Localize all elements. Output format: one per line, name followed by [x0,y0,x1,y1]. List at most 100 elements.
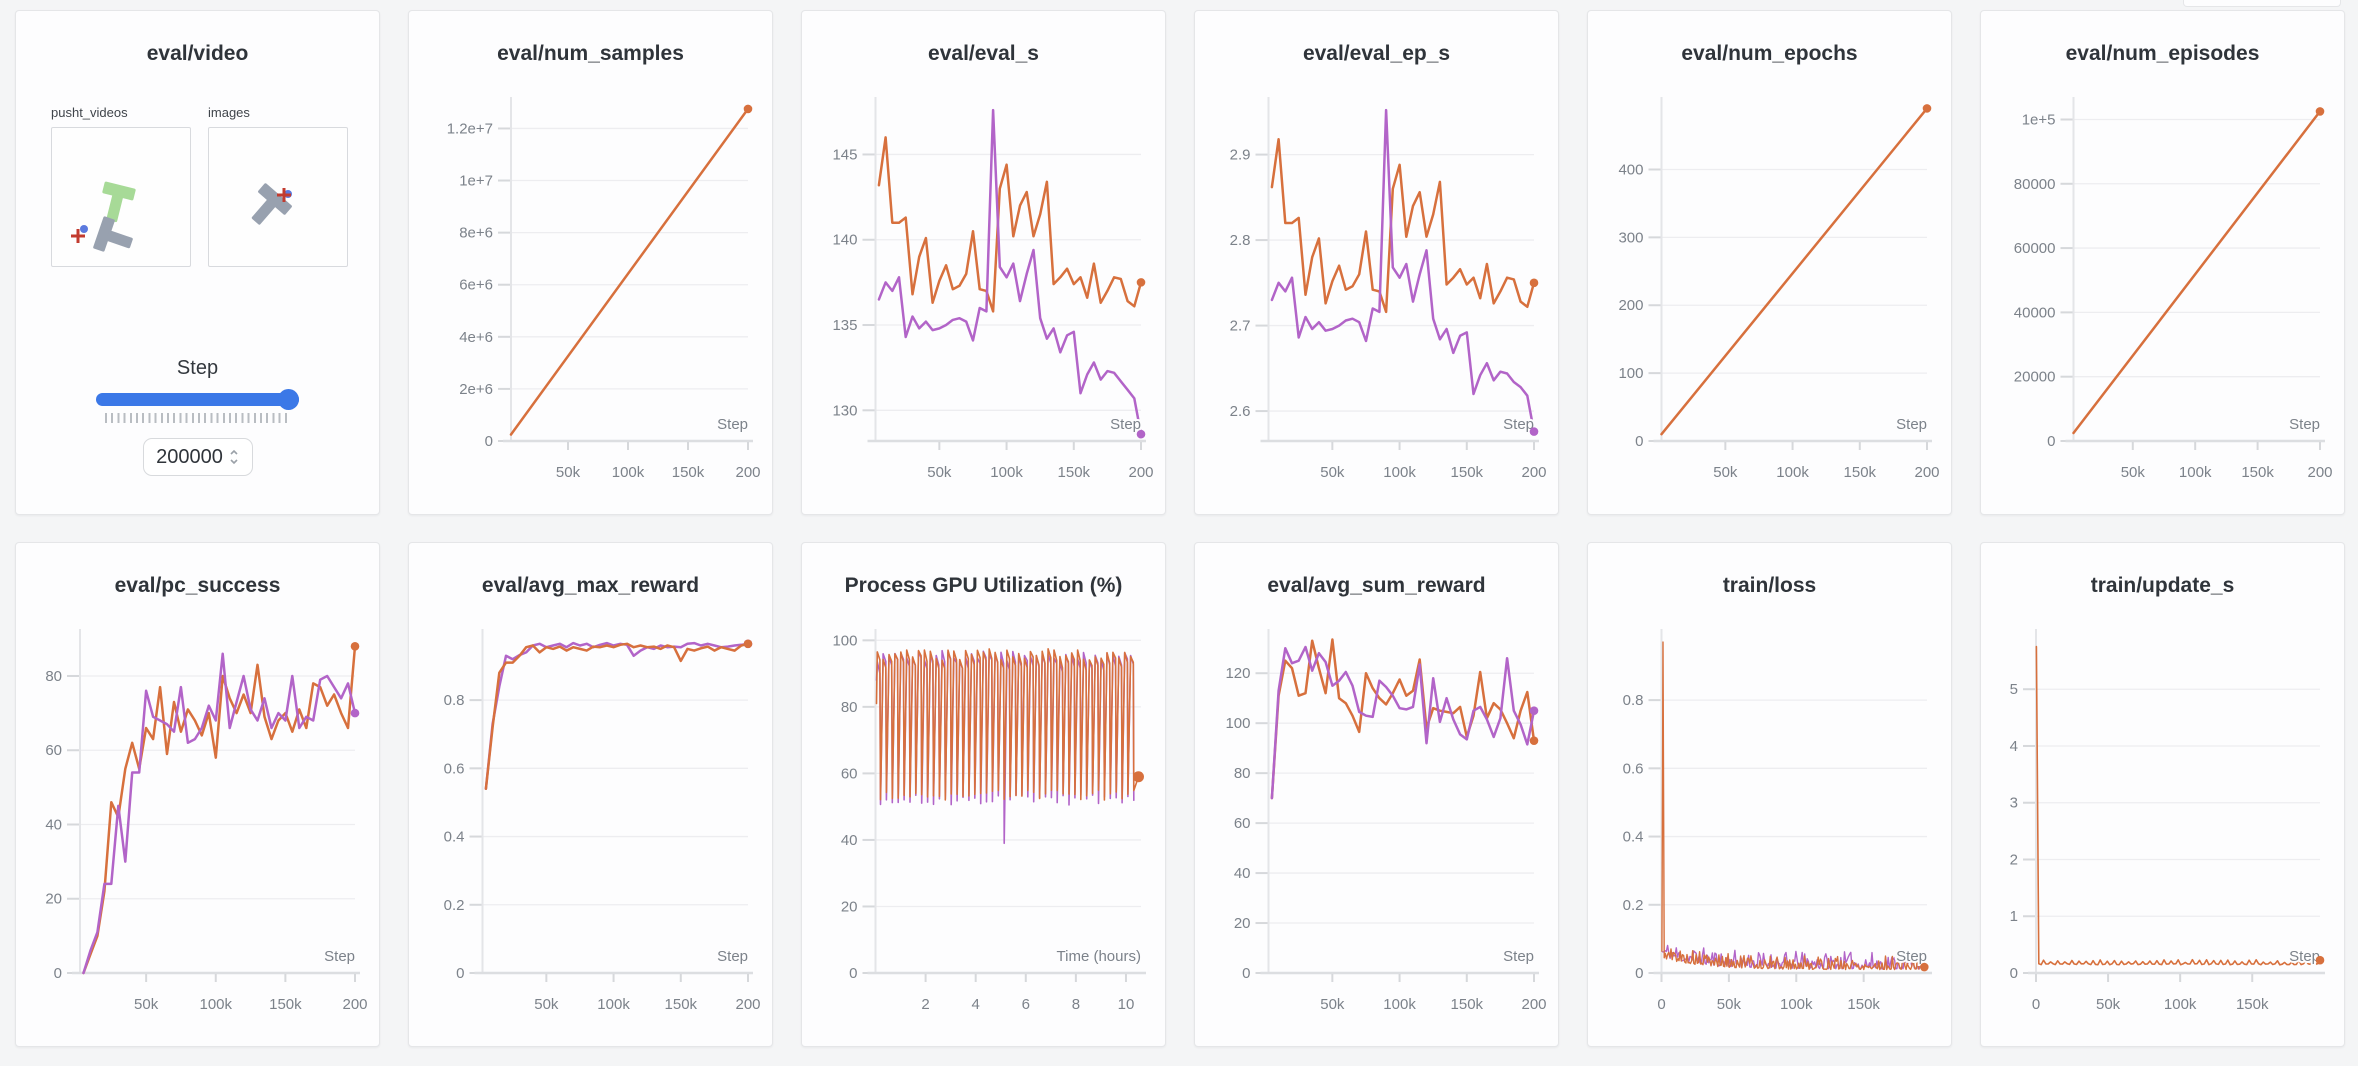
x-tick-label: 100k [990,464,1023,481]
train_update_s-chart-canvas[interactable]: 0 1 2 3 4 5 0 50k 100k 150k Step [1981,601,2345,1035]
x-axis-label: Step [2289,948,2320,965]
y-tick-label: 0.6 [1623,760,1644,777]
x-tick-label: 200 [2307,464,2332,481]
x-tick-label: 150k [1451,464,1484,481]
chart-panel-train_loss: train/loss 0 0.2 0.4 0.6 0.8 0 50k 100k 150k Step [1587,542,1952,1047]
x-tick-label: 100k [199,996,232,1013]
series-line-orange [1661,641,1925,971]
series-end-dot-orange [2315,955,2325,965]
pusht-image-icon [251,183,292,225]
series-end-dot-orange [1529,736,1539,745]
series-line-orange [875,648,1140,801]
y-tick-label: 20 [1234,915,1251,932]
media-label: images [208,105,250,120]
chart-title: eval/eval_s [928,42,1039,65]
chart-panel-num_epochs: eval/num_epochs 0 100 200 300 400 50k 100k 150k 2… [1587,10,1952,515]
series-end-dot-purple [1529,706,1539,715]
x-tick-label: 200 [735,996,760,1013]
chart-title: eval/num_epochs [1681,42,1858,65]
step-slider-thumb[interactable] [278,389,300,410]
x-axis-label: Step [1503,948,1534,965]
y-tick-label: 0 [1635,965,1643,982]
chart-title: eval/num_episodes [2065,42,2260,65]
series-line-purple [484,641,750,791]
series-line-orange [1270,137,1536,314]
step-value: 200000 [156,445,223,468]
step-slider-track[interactable] [96,393,299,406]
pc_success-chart-canvas[interactable]: 0 20 40 60 80 50k 100k 150k 200 Step [16,601,380,1035]
x-axis-label: Time (hours) [1057,948,1141,965]
media-item-images: images [208,105,348,267]
panel-title: eval/video [146,42,249,65]
x-tick-label: 50k [1717,996,1742,1013]
avg_sum_reward-chart-canvas[interactable]: 0 20 40 60 80 100 120 50k 100k 150k 200 Step [1195,601,1559,1035]
x-tick-label: 150k [1058,464,1091,481]
x-tick-label: 150k [1844,464,1877,481]
gpu_util-chart-canvas[interactable]: 0 20 40 60 80 100 2 4 6 8 10 Time (hours) [802,601,1166,1035]
x-tick-label: 200 [735,464,760,481]
x-tick-label: 100k [612,464,645,481]
x-tick-label: 100k [2164,996,2197,1013]
y-tick-label: 1.2e+7 [447,120,493,137]
series-end-dot-orange [1529,278,1539,288]
eval_ep_s-chart-canvas[interactable]: 2.6 2.7 2.8 2.9 50k 100k 150k 200 Step [1195,69,1559,503]
y-tick-label: 80 [1234,765,1251,782]
y-tick-label: 2e+6 [459,381,493,398]
step-input[interactable]: 200000 [142,438,253,476]
images-thumbnail[interactable] [208,127,348,267]
step-slider-label: Step [176,357,219,379]
y-tick-label: 60 [841,765,858,782]
step-slider[interactable] [96,389,300,410]
pusht-video-thumbnail[interactable] [51,127,191,267]
x-tick-label: 150k [269,996,302,1013]
chart-title: eval/eval_ep_s [1302,42,1451,65]
x-axis-label: Step [2289,416,2320,433]
x-tick-label: 0 [1657,996,1665,1013]
num_samples-chart-canvas[interactable]: 0 2e+6 4e+6 6e+6 8e+6 1e+7 1.2e+7 50k 100k 150k 20… [409,69,773,503]
x-tick-label: 100k [1383,996,1416,1013]
series-end-dot-purple [1136,429,1146,439]
series-end-dot-orange [1922,104,1932,113]
x-tick-label: 150k [672,464,705,481]
y-tick-label: 40 [45,816,62,833]
series-line-purple [1270,108,1536,433]
eval_s-chart-canvas[interactable]: 130 135 140 145 50k 100k 150k 200 Step [802,69,1166,503]
x-tick-label: 50k [134,996,159,1013]
chart-title: eval/num_samples [497,42,684,65]
x-tick-label: 6 [1022,996,1030,1013]
y-tick-label: 40000 [2014,304,2056,321]
x-tick-label: 100k [1776,464,1809,481]
y-tick-label: 4e+6 [459,329,493,346]
x-axis-label: Step [1110,416,1141,433]
x-tick-label: 150k [665,996,698,1013]
num_episodes-chart-canvas[interactable]: 0 20000 40000 60000 80000 1e+5 50k 100k 150k 200 S… [1981,69,2345,503]
y-tick-label: 6e+6 [459,277,493,294]
y-tick-label: 120 [1225,665,1250,682]
x-tick-label: 50k [1320,464,1345,481]
series-line-orange [82,645,357,975]
x-axis-label: Step [1896,948,1927,965]
y-tick-label: 1e+5 [2022,111,2056,128]
y-tick-label: 80 [841,699,858,716]
chart-panel-eval_ep_s: eval/eval_ep_s 2.6 2.7 2.8 2.9 50k 100k 150k 200… [1194,10,1559,515]
y-tick-label: 145 [832,146,857,163]
y-tick-label: 1e+7 [459,173,493,190]
y-tick-label: 100 [1618,365,1643,382]
series-line-orange [484,642,750,791]
train_loss-chart-canvas[interactable]: 0 0.2 0.4 0.6 0.8 0 50k 100k 150k Step [1588,601,1952,1035]
x-tick-label: 50k [927,464,952,481]
y-tick-label: 100 [832,632,857,649]
y-tick-label: 0 [456,965,464,982]
y-tick-label: 1 [2010,908,2018,925]
x-tick-label: 150k [2236,996,2269,1013]
series-line-orange [877,136,1143,313]
avg_max_reward-chart-canvas[interactable]: 0 0.2 0.4 0.6 0.8 50k 100k 150k 200 Step [409,601,773,1035]
stepper-up-down-icon[interactable] [229,448,239,466]
num_epochs-chart-canvas[interactable]: 0 100 200 300 400 50k 100k 150k 200 Step [1588,69,1952,503]
x-tick-label: 50k [1713,464,1738,481]
y-tick-label: 60000 [2014,240,2056,257]
x-tick-label: 0 [2032,996,2040,1013]
x-axis-label: Step [1896,416,1927,433]
chart-title: eval/pc_success [114,574,281,597]
media-label: pusht_videos [51,105,128,120]
